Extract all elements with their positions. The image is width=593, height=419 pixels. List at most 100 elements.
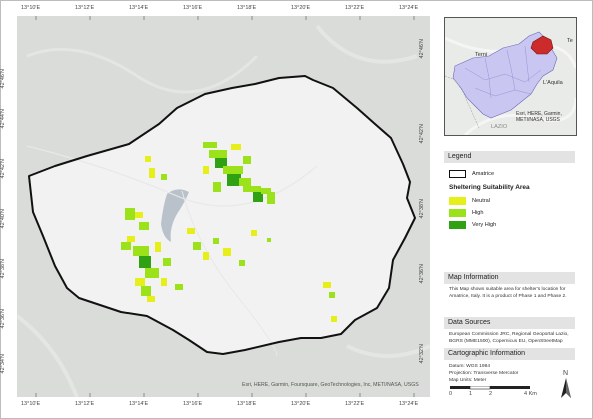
legend-item-very-high: Very High — [449, 221, 496, 229]
graticule-ticks — [35, 16, 415, 397]
lon-label: 13°18'E — [237, 401, 257, 407]
legend-swatch-boundary — [449, 170, 466, 178]
lat-label: 42°38'N — [418, 199, 425, 219]
lat-label: 42°46'N — [0, 69, 6, 89]
terrain-shading — [26, 47, 259, 94]
inset-locator-map[interactable]: Terni L'Aquila LAZIO Te Esri, HERE, Garm… — [444, 17, 577, 136]
patch-very-high — [253, 192, 263, 202]
north-arrow: N — [560, 370, 572, 400]
map-information-text: This Map shows suitable area for shelter… — [449, 287, 567, 299]
lon-label: 13°20'E — [291, 5, 311, 11]
lon-label: 13°16'E — [183, 401, 203, 407]
terrain-shading — [17, 314, 79, 397]
inset-label-terni: Terni — [475, 52, 488, 58]
north-arrow-icon — [561, 378, 571, 398]
legend-item-high: High — [449, 209, 484, 217]
lat-label: 42°46'N — [418, 39, 425, 59]
lat-label: 42°36'N — [0, 309, 6, 329]
scale-label: 4 Km — [524, 391, 537, 397]
patch-neutral — [203, 252, 209, 260]
patch-high — [163, 258, 171, 266]
inset-municipal-lines — [464, 67, 542, 83]
patch-neutral — [135, 278, 145, 286]
legend-label: Very High — [472, 222, 497, 228]
inset-map-svg — [445, 18, 576, 135]
patch-high — [239, 178, 251, 186]
carto-datum: Datum: WGS 1984 — [449, 364, 491, 369]
patch-neutral — [145, 156, 151, 162]
lon-label: 13°24'E — [399, 401, 419, 407]
patch-neutral — [223, 248, 231, 256]
scale-label: 1 — [469, 391, 473, 397]
legend-suitability-title: Sheltering Suitability Area — [449, 184, 530, 191]
lon-label: 13°16'E — [183, 5, 203, 11]
inset-region — [452, 31, 558, 119]
patch-neutral — [323, 282, 331, 288]
legend-swatch-very-high — [449, 221, 466, 229]
lon-label: 13°18'E — [237, 5, 257, 11]
scale-bar-graphic — [450, 385, 530, 390]
basemap-attribution: Esri, HERE, Garmin, Foursquare, GeoTechn… — [242, 382, 419, 388]
patch-high — [267, 238, 271, 242]
inset-label-lazio: LAZIO — [491, 124, 508, 130]
carto-projection: Projection: Transverse Mercator — [449, 371, 519, 376]
lon-label: 13°12'E — [75, 5, 95, 11]
legend-label: Neutral — [472, 198, 491, 204]
legend-swatch-high — [449, 209, 466, 217]
inset-admin-border — [445, 75, 480, 129]
lat-label: 42°40'N — [0, 209, 6, 229]
lon-label: 13°22'E — [345, 5, 365, 11]
patch-high — [243, 156, 251, 164]
inset-terrain — [463, 97, 576, 135]
road — [181, 190, 278, 357]
scale-segment — [469, 385, 491, 390]
patch-high — [203, 142, 217, 148]
patch-high — [329, 292, 335, 298]
patch-high — [145, 268, 159, 278]
patch-very-high — [215, 158, 227, 168]
data-sources-text: European Commission JRC, Regional Geopor… — [449, 332, 569, 344]
patch-high — [213, 182, 221, 192]
lat-label: 42°42'N — [418, 124, 425, 144]
data-sources-heading: Data Sources — [444, 317, 575, 329]
main-map[interactable]: 13°10'E 13°12'E 13°14'E 13°16'E 13°18'E … — [0, 5, 430, 407]
inset-municipal-lines — [474, 87, 532, 97]
patch-high — [121, 242, 131, 250]
legend-label: High — [472, 210, 484, 216]
patch-high — [175, 284, 183, 290]
patch-high — [161, 174, 167, 180]
lat-label: 42°44'N — [0, 109, 6, 129]
main-map-svg — [17, 16, 430, 397]
patch-neutral — [251, 230, 257, 236]
scale-bar: 0 1 2 4 Km — [446, 385, 544, 400]
north-label: N — [563, 370, 569, 377]
patch-neutral — [231, 144, 241, 150]
patch-high — [243, 186, 261, 192]
inset-label-laquila: L'Aquila — [543, 80, 563, 86]
lon-label: 13°10'E — [21, 401, 41, 407]
patch-neutral — [155, 242, 161, 252]
patch-high — [213, 238, 219, 244]
lake-scandarello — [161, 189, 189, 242]
legend-swatch-neutral — [449, 197, 466, 205]
patch-neutral — [331, 316, 337, 322]
map-information-heading: Map Information — [444, 272, 575, 284]
terrain-shading — [346, 344, 430, 358]
patch-neutral — [161, 278, 167, 286]
lon-label: 13°20'E — [291, 401, 311, 407]
patch-neutral — [147, 296, 155, 302]
cartographic-information-heading: Cartographic Information — [444, 348, 575, 360]
suitability-patches — [121, 142, 337, 322]
inset-label-te: Te — [567, 38, 573, 44]
lon-label: 13°22'E — [345, 401, 365, 407]
patch-very-high — [139, 256, 151, 268]
legend-label: Amatrice — [472, 171, 495, 177]
lon-label: 13°14'E — [129, 401, 149, 407]
lat-label: 42°32'N — [418, 344, 425, 364]
legend-item-boundary: Amatrice — [449, 170, 494, 178]
patch-high — [267, 192, 275, 204]
lat-label: 42°42'N — [0, 159, 6, 179]
patch-neutral — [127, 236, 135, 242]
patch-high — [193, 242, 201, 250]
patch-neutral — [149, 168, 155, 178]
